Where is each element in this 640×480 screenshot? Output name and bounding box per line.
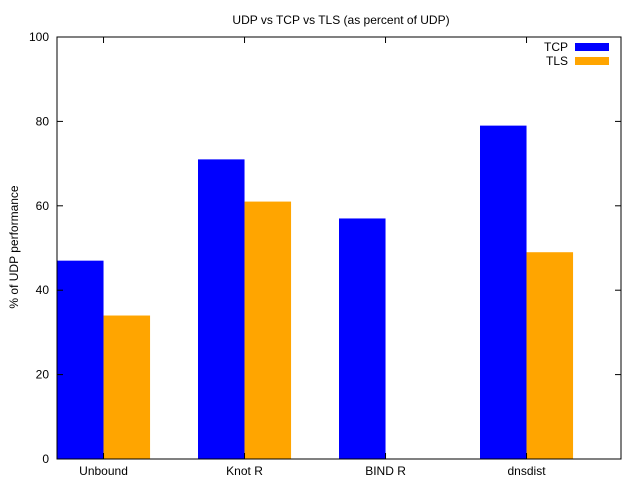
bar-tcp <box>480 125 527 460</box>
bar-tcp <box>339 218 386 459</box>
chart-title: UDP vs TCP vs TLS (as percent of UDP) <box>232 13 449 27</box>
legend-label-tls: TLS <box>546 54 568 68</box>
y-axis-ticks: 0 20 40 60 80 100 <box>29 30 621 466</box>
x-tick-label: dnsdist <box>508 464 547 478</box>
y-tick-label: 20 <box>36 368 50 382</box>
x-tick-label: BIND R <box>365 464 406 478</box>
bar-tls <box>244 201 292 459</box>
bar-tls <box>526 252 574 459</box>
y-tick-label: 60 <box>36 199 50 213</box>
x-tick-label: Unbound <box>79 464 128 478</box>
x-tick-label: Knot R <box>226 464 263 478</box>
bar-tcp <box>57 260 104 459</box>
y-tick-label: 100 <box>29 30 49 44</box>
legend-swatch-tcp <box>575 43 609 51</box>
legend-swatch-tls <box>575 57 609 65</box>
y-axis-label: % of UDP performance <box>7 185 21 308</box>
x-axis-ticks: Unbound Knot R BIND R dnsdist <box>79 37 546 478</box>
y-tick-label: 80 <box>36 114 50 128</box>
legend-label-tcp: TCP <box>544 40 568 54</box>
bar-tls <box>103 315 151 459</box>
bars-group <box>57 125 574 460</box>
bar-tcp <box>198 159 245 459</box>
y-tick-label: 40 <box>36 283 50 297</box>
y-tick-label: 0 <box>42 452 49 466</box>
plot-frame <box>56 36 622 460</box>
